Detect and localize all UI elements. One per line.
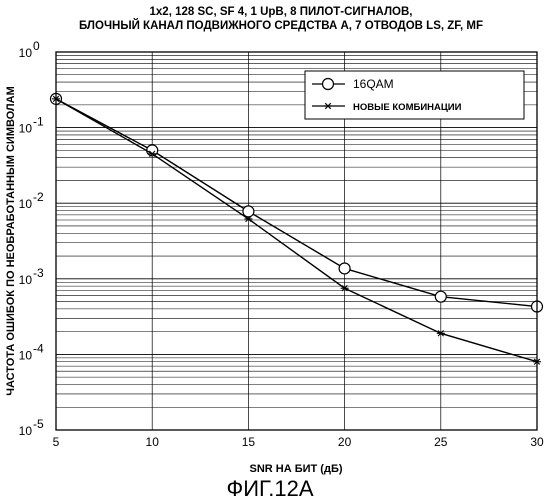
- y-tick-exponent: -3: [33, 266, 44, 280]
- x-tick-label: 30: [530, 435, 544, 449]
- y-axis-label: ЧАСТОТА ОШИБОК ПО НЕОБРАБОТАННЫМ СИМВОЛА…: [5, 86, 17, 396]
- y-tick-label: 10: [19, 122, 33, 136]
- figure-caption: ФИГ.12А: [226, 476, 313, 500]
- chart-title-line1: 1x2, 128 SC, SF 4, 1 UpB, 8 ПИЛОТ-СИГНАЛ…: [150, 6, 413, 18]
- data-point-16qam: [243, 206, 254, 217]
- series-line-new-combinations: [56, 99, 537, 362]
- x-tick-label: 20: [338, 435, 352, 449]
- y-tick-exponent: -5: [33, 417, 44, 431]
- x-axis-label: SNR НА БИТ (дБ): [249, 463, 342, 475]
- series-lines: [51, 93, 543, 364]
- y-tick-label: 10: [19, 273, 33, 287]
- legend-marker-16qam: [323, 79, 334, 90]
- y-tick-label: 10: [19, 424, 33, 438]
- legend: 16QAM НОВЫЕ КОМБИНАЦИИ: [305, 71, 524, 119]
- legend-label-new-combinations: НОВЫЕ КОМБИНАЦИИ: [353, 102, 462, 113]
- y-tick-exponent: -4: [33, 341, 44, 355]
- y-tick-exponent: 0: [33, 39, 40, 53]
- x-tick-label: 15: [242, 435, 256, 449]
- y-tick-label: 10: [19, 197, 33, 211]
- x-tick-label: 25: [434, 435, 448, 449]
- x-tick-label: 5: [53, 435, 60, 449]
- legend-label-16qam: 16QAM: [353, 77, 394, 91]
- data-point-16qam: [339, 263, 350, 274]
- data-point-16qam: [435, 291, 446, 302]
- chart-title-line2: БЛОЧНЫЙ КАНАЛ ПОДВИЖНОГО СРЕДСТВА A, 7 О…: [79, 19, 483, 32]
- y-tick-exponent: -1: [33, 115, 44, 129]
- y-tick-label: 10: [19, 46, 33, 60]
- y-tick-label: 10: [19, 348, 33, 362]
- y-tick-exponent: -2: [33, 190, 44, 204]
- series-line-16qam: [56, 99, 537, 307]
- x-tick-label: 10: [146, 435, 160, 449]
